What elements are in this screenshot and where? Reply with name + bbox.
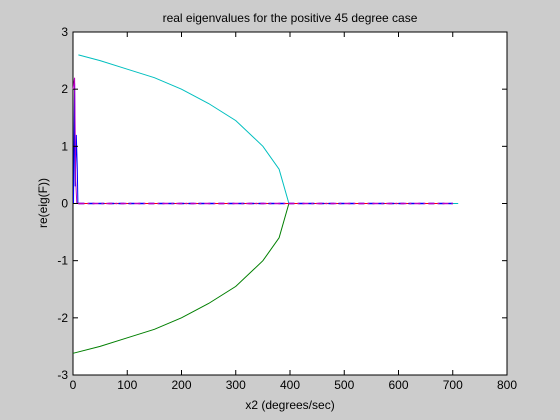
x-tick-label: 100 — [117, 378, 137, 392]
series-layer — [72, 54, 459, 354]
x-tick-label: 600 — [388, 378, 408, 392]
y-tick-label: -1 — [57, 254, 68, 268]
y-tick-label: 2 — [61, 82, 68, 96]
x-tick-label: 0 — [70, 378, 77, 392]
series-line-4 — [72, 77, 78, 204]
x-tick-label: 400 — [280, 378, 300, 392]
y-axis-label: re(eig(F)) — [36, 178, 50, 228]
x-tick-label: 700 — [443, 378, 463, 392]
y-tick-label: -3 — [57, 368, 68, 382]
x-tick-label: 500 — [334, 378, 354, 392]
chart-title: real eigenvalues for the positive 45 deg… — [163, 11, 418, 25]
series-line-2 — [72, 203, 290, 354]
y-tick-label: 3 — [61, 25, 68, 39]
tick-layer: 0 100 200 300 400 500 600 700 800 3 2 1 0 -1 -2 -3 — [57, 25, 517, 392]
x-axis-label: x2 (degrees/sec) — [245, 398, 334, 412]
x-tick-label: 300 — [226, 378, 246, 392]
x-tick-label: 200 — [171, 378, 191, 392]
y-tick-label: -2 — [57, 311, 68, 325]
y-tick-label: 1 — [61, 139, 68, 153]
y-tick-label: 0 — [61, 197, 68, 211]
x-tick-label: 800 — [497, 378, 517, 392]
